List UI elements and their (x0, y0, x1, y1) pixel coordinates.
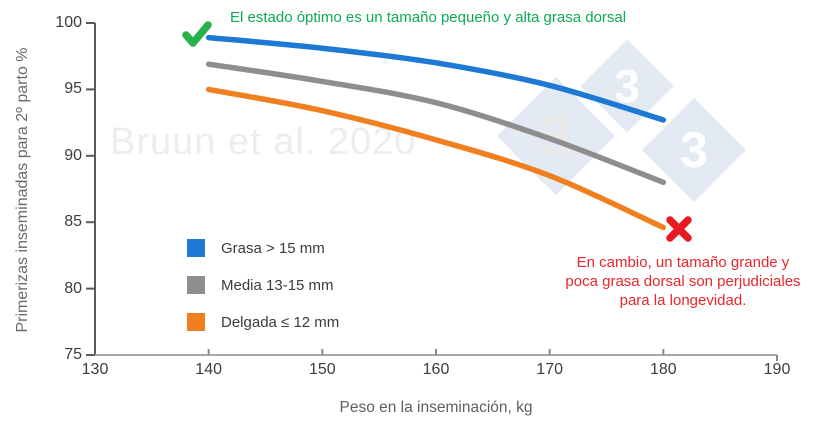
legend-item-grasa: Grasa > 15 mm (187, 239, 339, 257)
x-tick-label: 150 (308, 361, 336, 378)
legend-swatch-grasa (187, 239, 205, 257)
annotation-optimal-text: El estado óptimo es un tamaño pequeño y … (230, 9, 627, 26)
y-tick-label: 90 (64, 146, 82, 164)
watermark-logo-digit: 3 (680, 122, 708, 178)
x-axis-title: Peso en la inseminación, kg (339, 399, 533, 416)
series-line-1 (205, 61, 667, 186)
legend-label-delgada: Delgada ≤ 12 mm (221, 313, 340, 331)
legend-label-grasa: Grasa > 15 mm (221, 239, 325, 257)
x-tick-label: 140 (195, 361, 222, 378)
y-tick-label: 75 (64, 346, 82, 363)
x-tick-label: 130 (81, 361, 109, 378)
legend-label-media: Media 13-15 mm (221, 276, 334, 294)
series-line-2 (205, 86, 667, 231)
check-icon (182, 21, 212, 47)
y-tick-label: 100 (55, 14, 82, 31)
y-tick-label: 80 (64, 279, 82, 297)
x-tick-label: 160 (422, 361, 450, 378)
y-tick-label: 85 (64, 213, 82, 231)
legend-item-delgada: Delgada ≤ 12 mm (187, 313, 339, 331)
legend-swatch-delgada (187, 313, 205, 331)
x-tick-label: 180 (649, 361, 677, 378)
x-tick-label: 170 (536, 361, 563, 378)
annotation-risk-text: En cambio, un tamaño grande y poca grasa… (565, 254, 801, 309)
legend-item-media: Media 13-15 mm (187, 276, 339, 294)
series-line-0 (205, 34, 667, 123)
y-axis-title: Primerizas inseminadas para 2º parto % (14, 47, 31, 333)
y-tick-label: 95 (64, 80, 82, 98)
x-tick-label: 190 (763, 361, 791, 378)
legend: Grasa > 15 mm Media 13-15 mm Delgada ≤ 1… (187, 239, 339, 350)
legend-swatch-media (187, 276, 205, 294)
watermark-citation: Bruun et al. 2020 (110, 121, 417, 163)
x-mark-icon (666, 216, 692, 242)
